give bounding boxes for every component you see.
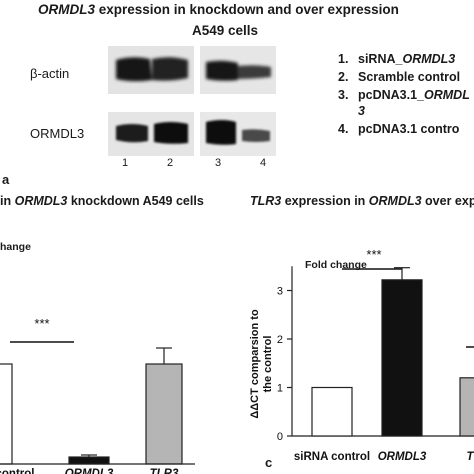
left-fold-label: hange xyxy=(0,241,31,253)
legend-item-3-cont: 3 xyxy=(358,104,365,118)
band-ormdl3-4 xyxy=(242,129,270,142)
right-y-label-line-2: the control xyxy=(262,336,274,393)
right-significance-stars: *** xyxy=(366,250,381,262)
panel-letter-c: c xyxy=(265,455,273,470)
right-category-label-3: T xyxy=(466,451,474,463)
band-actin-3 xyxy=(206,60,238,81)
right-category-label-1: siRNA control xyxy=(294,451,370,463)
western-blot xyxy=(108,46,318,164)
row-label-actin: β-actin xyxy=(30,66,70,81)
legend-item-1: 1. siRNA_ORMDL3 xyxy=(338,52,456,66)
right-bar-1 xyxy=(311,386,353,437)
right-y-tick-label-1: 1 xyxy=(277,383,283,395)
left-chart-title: in ORMDL3 knockdown A549 cells xyxy=(0,194,204,208)
right-bar-2 xyxy=(381,279,423,437)
right-y-tick-label-2: 2 xyxy=(277,334,283,346)
band-actin-1 xyxy=(116,57,152,82)
right-y-tick-label-3: 3 xyxy=(277,286,283,298)
title-rest: expression in knockdown and over express… xyxy=(95,2,399,17)
right-y-label-line-1: ΔΔCT comparsion to xyxy=(250,309,261,419)
left-bar-3 xyxy=(145,363,183,465)
legend-item-2: 2. Scramble control xyxy=(338,70,461,84)
left-category-label-2: ORMDL3 xyxy=(65,468,114,474)
left-category-label-3: TLR3 xyxy=(150,468,179,474)
lane-label-1: 1 xyxy=(122,157,129,169)
right-fold-label: Fold change xyxy=(305,259,367,271)
left-significance-stars: *** xyxy=(34,316,49,331)
band-ormdl3-1 xyxy=(116,124,148,143)
band-ormdl3-3 xyxy=(206,120,236,145)
lane-label-2: 2 xyxy=(167,157,174,169)
legend-item-3: 3. pcDNA3.1_ORMDL xyxy=(338,88,470,102)
blot-image xyxy=(108,46,276,156)
right-chart-title: TLR3 expression in ORMDL3 over expo xyxy=(250,194,474,208)
title-gene: ORMDL3 xyxy=(38,2,95,17)
lane-label-4: 4 xyxy=(260,157,267,169)
right-y-axis-label: ΔΔCT comparsion to the control xyxy=(250,309,274,419)
lane-label-3: 3 xyxy=(215,157,222,169)
right-y-tick-label-0: 0 xyxy=(277,431,283,443)
band-actin-4 xyxy=(238,65,271,79)
figure-title: ORMDL3 expression in knockdown and over … xyxy=(38,2,399,17)
panel-letter-a: a xyxy=(2,172,10,187)
row-label-ormdl3: ORMDL3 xyxy=(30,126,85,141)
right-category-label-2: ORMDL3 xyxy=(378,451,427,463)
left-bar-chart: *** control ORMDL3 TLR3 xyxy=(0,316,195,474)
band-actin-2 xyxy=(152,57,188,81)
band-ormdl3-2 xyxy=(154,122,188,144)
right-bar-3 xyxy=(459,377,474,437)
figure-subtitle: A549 cells xyxy=(192,23,259,38)
left-bar-1 xyxy=(0,363,13,465)
legend-item-4: 4. pcDNA3.1 contro xyxy=(338,122,460,136)
left-category-label-1: control xyxy=(0,468,34,474)
left-bar-2 xyxy=(68,456,110,465)
